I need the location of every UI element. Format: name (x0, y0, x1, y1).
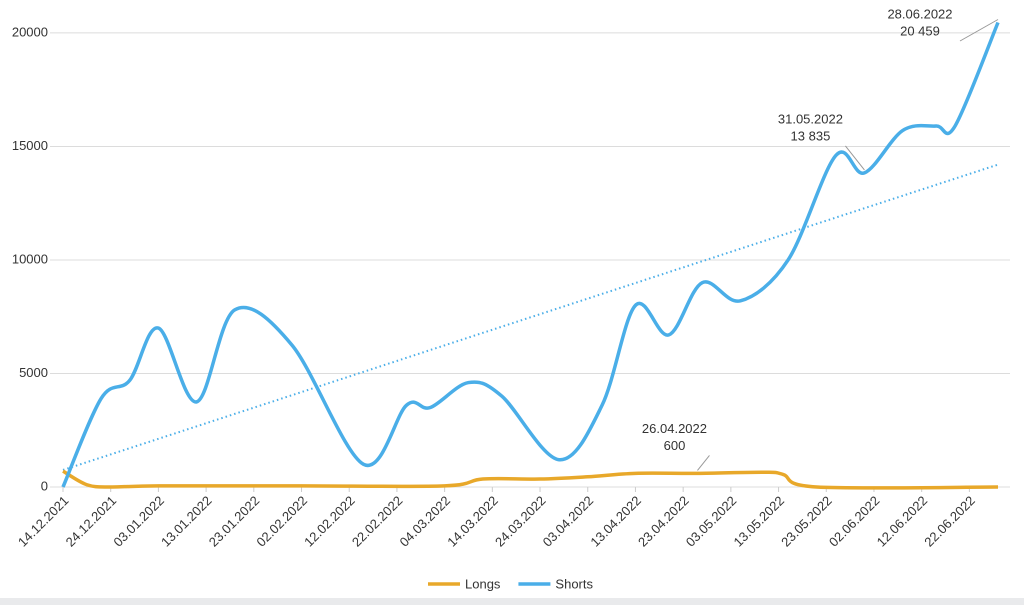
annotation-value: 20 459 (900, 23, 940, 38)
x-tick-label: 03.04.2022 (540, 493, 597, 550)
trendline (62, 163, 999, 471)
y-tick-label: 5000 (19, 365, 48, 380)
y-tick-label: 20000 (12, 24, 48, 39)
x-tick-label: 13.01.2022 (158, 493, 215, 550)
x-tick-label: 24.03.2022 (492, 493, 549, 550)
x-tick-label: 23.01.2022 (206, 493, 263, 550)
x-tick-label: 24.12.2021 (63, 493, 120, 550)
x-tick-label: 04.03.2022 (397, 493, 454, 550)
x-tick-label: 23.04.2022 (635, 493, 692, 550)
x-tick-label: 12.02.2022 (301, 493, 358, 550)
annotation-leader (959, 19, 999, 42)
y-tick-label: 10000 (12, 251, 48, 266)
x-tick-label: 02.06.2022 (826, 493, 883, 550)
annotation-leader (845, 145, 865, 171)
annotation-leader (697, 455, 710, 471)
legend-label: Shorts (555, 576, 593, 591)
x-tick-label: 23.05.2022 (778, 493, 835, 550)
x-tick-label: 13.04.2022 (587, 493, 644, 550)
bottom-strip (0, 598, 1024, 605)
legend-label: Longs (465, 576, 501, 591)
annotation-value: 13 835 (791, 128, 831, 143)
annotation-date: 28.06.2022 (887, 6, 952, 21)
y-tick-label: 0 (41, 478, 48, 493)
x-tick-label: 03.01.2022 (110, 493, 167, 550)
annotation-date: 31.05.2022 (778, 111, 843, 126)
y-tick-label: 15000 (12, 138, 48, 153)
x-tick-label: 14.12.2021 (15, 493, 72, 550)
x-tick-label: 03.05.2022 (683, 493, 740, 550)
series-line (62, 469, 999, 490)
x-tick-label: 02.02.2022 (253, 493, 310, 550)
x-tick-label: 13.05.2022 (730, 493, 787, 550)
x-tick-label: 12.06.2022 (874, 493, 931, 550)
x-tick-label: 22.06.2022 (921, 493, 978, 550)
x-tick-label: 22.02.2022 (349, 493, 406, 550)
series-line (61, 21, 1000, 488)
annotation-value: 600 (664, 438, 686, 453)
annotation-date: 26.04.2022 (642, 421, 707, 436)
x-tick-label: 14.03.2022 (444, 493, 501, 550)
